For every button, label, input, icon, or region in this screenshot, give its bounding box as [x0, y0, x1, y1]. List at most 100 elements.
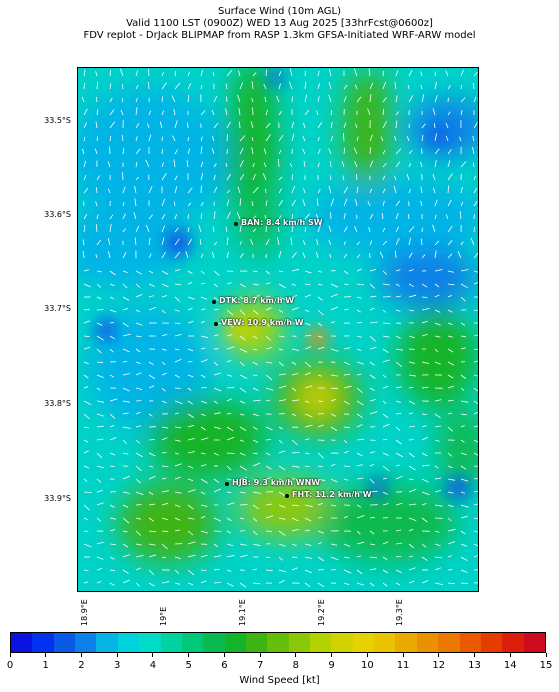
wind-vector — [291, 225, 294, 233]
wind-vector — [317, 452, 324, 459]
wind-vector — [109, 97, 113, 103]
colorbar-tick-label: 3 — [114, 660, 121, 671]
wind-vector — [394, 135, 397, 142]
wind-vector — [316, 110, 319, 116]
station-marker-vew[interactable] — [214, 322, 218, 326]
colorbar-tick-label: 7 — [256, 660, 264, 671]
wind-vector — [369, 451, 376, 454]
wind-vector — [447, 84, 451, 90]
wind-vector — [473, 282, 478, 285]
wind-vector — [252, 478, 258, 481]
wind-vector — [369, 147, 371, 155]
wind-vector — [304, 81, 307, 90]
wind-speed-field — [78, 68, 478, 591]
wind-vector — [265, 296, 271, 298]
wind-vector — [226, 96, 228, 103]
station-marker-hjb[interactable] — [225, 482, 229, 486]
wind-vector — [161, 361, 166, 366]
wind-vector — [343, 84, 348, 90]
wind-vector — [317, 224, 322, 233]
wind-vector — [109, 398, 118, 402]
station-marker-fht[interactable] — [285, 494, 289, 498]
wind-vector — [343, 270, 349, 275]
wind-vector — [252, 530, 258, 536]
wind-vector — [382, 569, 389, 574]
lon-label-2: 19°E — [159, 606, 168, 626]
wind-vector — [200, 70, 203, 77]
wind-vector — [434, 94, 438, 103]
wind-vector — [304, 424, 313, 428]
wind-vector — [447, 270, 454, 273]
wind-vector — [369, 321, 378, 324]
wind-vector — [343, 426, 350, 429]
wind-vector — [171, 95, 176, 103]
colorbar-segment — [267, 633, 289, 652]
wind-vector — [379, 251, 384, 259]
wind-vector — [369, 543, 375, 546]
colorbar-tickmark — [259, 653, 261, 657]
wind-vector — [187, 148, 191, 155]
wind-vector — [83, 335, 90, 337]
wind-vector — [226, 189, 231, 194]
wind-vector — [328, 185, 332, 194]
wind-vector — [148, 569, 155, 576]
colorbar-segment — [53, 633, 76, 652]
wind-vector — [343, 133, 345, 142]
wind-vector — [200, 464, 207, 467]
wind-vector — [265, 282, 271, 285]
wind-vector — [278, 543, 286, 547]
wind-vector — [304, 438, 310, 441]
wind-vector — [317, 96, 320, 103]
wind-vector — [187, 320, 194, 324]
wind-vector — [147, 81, 150, 90]
wind-vector — [278, 530, 286, 536]
wind-vector — [213, 283, 218, 288]
wind-vector — [421, 436, 428, 441]
wind-vector — [421, 452, 428, 457]
station-marker-dtk[interactable] — [212, 300, 216, 304]
wind-vector — [198, 224, 202, 233]
wind-vector — [252, 173, 256, 181]
colorbar-tick-label: 8 — [292, 660, 300, 671]
wind-vector — [421, 308, 430, 311]
wind-vector — [239, 491, 246, 494]
wind-vector — [226, 121, 231, 129]
wind-vector — [148, 237, 151, 246]
wind-vector — [237, 94, 241, 103]
wind-vector — [356, 174, 358, 181]
wind-vector — [226, 554, 235, 558]
wind-vector — [343, 361, 350, 365]
wind-vector — [291, 373, 299, 376]
wind-vector — [447, 399, 454, 402]
wind-vector — [304, 361, 312, 368]
wind-vector — [382, 491, 388, 495]
wind-vector — [434, 399, 442, 402]
colorbar-tickmark — [402, 653, 404, 657]
wind-vector — [369, 374, 376, 379]
wind-vector — [109, 296, 114, 300]
wind-vector — [187, 270, 193, 274]
wind-vector — [148, 214, 153, 220]
wind-map[interactable] — [77, 67, 479, 592]
wind-vector — [148, 110, 152, 116]
station-marker-ban[interactable] — [234, 222, 238, 226]
wind-vector — [304, 465, 310, 468]
wind-vector — [278, 134, 284, 142]
wind-vector — [434, 425, 441, 428]
wind-vector — [226, 134, 228, 142]
wind-vector — [83, 108, 88, 116]
wind-vector — [473, 555, 478, 558]
wind-vector — [473, 214, 475, 220]
wind-vector — [432, 108, 436, 116]
wind-vector — [343, 556, 350, 559]
wind-vector — [213, 426, 221, 430]
wind-vector — [303, 188, 306, 194]
wind-vector — [408, 452, 415, 458]
wind-vector — [433, 187, 436, 194]
colorbar-segment — [416, 633, 439, 652]
wind-vector — [161, 213, 166, 220]
wind-vector — [236, 212, 241, 220]
wind-vector — [95, 96, 98, 103]
wind-vector — [343, 283, 349, 286]
wind-vector — [109, 529, 116, 532]
